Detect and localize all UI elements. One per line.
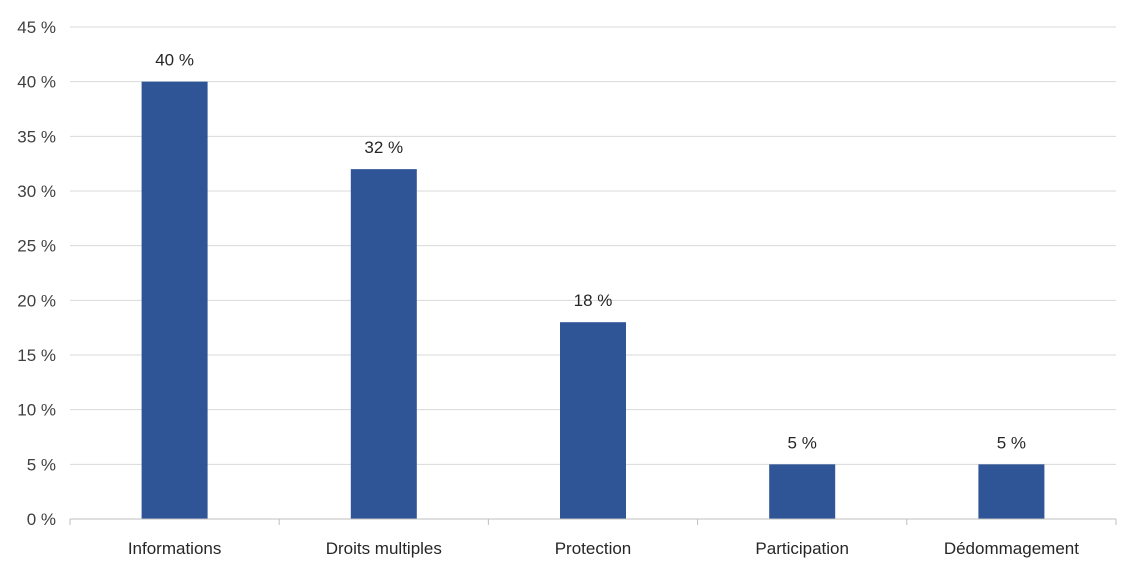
- gridlines: [70, 26, 1116, 465]
- data-label: 5 %: [788, 433, 817, 452]
- category-labels: Informations Droits multiples Protection Pa…: [128, 539, 1079, 558]
- data-labels: 40 % 32 % 18 % 5 % 5 %: [155, 51, 1026, 453]
- bar: [978, 464, 1045, 519]
- category-label: Protection: [555, 539, 632, 558]
- y-tick-label: 25 %: [17, 237, 56, 256]
- bar: [141, 81, 208, 520]
- y-tick-label: 30 %: [17, 182, 56, 201]
- data-label: 5 %: [997, 433, 1026, 452]
- category-label: Droits multiples: [326, 539, 442, 558]
- category-label: Informations: [128, 539, 222, 558]
- y-tick-label: 0 %: [27, 510, 56, 529]
- y-tick-label: 45 %: [17, 18, 56, 37]
- y-tick-label: 40 %: [17, 73, 56, 92]
- data-label: 18 %: [574, 291, 613, 310]
- data-label: 40 %: [155, 51, 194, 70]
- data-label: 32 %: [364, 138, 403, 157]
- y-tick-label: 5 %: [27, 455, 56, 474]
- y-tick-label: 35 %: [17, 127, 56, 146]
- y-tick-label: 20 %: [17, 291, 56, 310]
- bars: [141, 81, 1045, 520]
- category-label: Participation: [755, 539, 849, 558]
- y-tick-label: 15 %: [17, 346, 56, 365]
- x-axis: [69, 518, 1117, 525]
- bar: [350, 169, 417, 519]
- y-axis-tick-labels: 0 % 5 % 10 % 15 % 20 % 25 % 30 % 35 % 40 % 45 %: [17, 18, 56, 529]
- y-tick-label: 10 %: [17, 401, 56, 420]
- bar: [769, 464, 836, 519]
- category-label: Dédommagement: [944, 539, 1079, 558]
- bar: [560, 322, 626, 519]
